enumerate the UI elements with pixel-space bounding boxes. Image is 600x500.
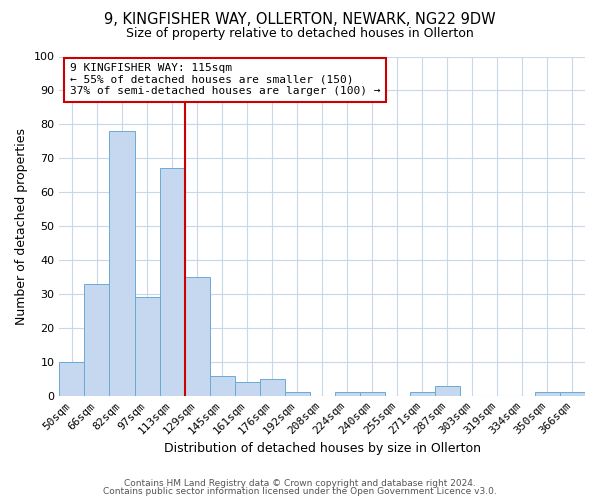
Text: Contains public sector information licensed under the Open Government Licence v3: Contains public sector information licen… — [103, 487, 497, 496]
Text: 9 KINGFISHER WAY: 115sqm
← 55% of detached houses are smaller (150)
37% of semi-: 9 KINGFISHER WAY: 115sqm ← 55% of detach… — [70, 64, 380, 96]
Bar — [134, 298, 160, 396]
Bar — [435, 386, 460, 396]
Bar — [535, 392, 560, 396]
Bar — [209, 376, 235, 396]
Bar — [335, 392, 360, 396]
Bar — [260, 379, 284, 396]
Text: Size of property relative to detached houses in Ollerton: Size of property relative to detached ho… — [126, 28, 474, 40]
Bar — [560, 392, 585, 396]
Bar — [360, 392, 385, 396]
Text: 9, KINGFISHER WAY, OLLERTON, NEWARK, NG22 9DW: 9, KINGFISHER WAY, OLLERTON, NEWARK, NG2… — [104, 12, 496, 28]
Bar — [109, 131, 134, 396]
Bar — [59, 362, 85, 396]
Y-axis label: Number of detached properties: Number of detached properties — [15, 128, 28, 324]
Bar — [410, 392, 435, 396]
Bar — [85, 284, 109, 396]
Bar — [185, 277, 209, 396]
Bar — [235, 382, 260, 396]
Bar — [284, 392, 310, 396]
Text: Contains HM Land Registry data © Crown copyright and database right 2024.: Contains HM Land Registry data © Crown c… — [124, 478, 476, 488]
Bar — [160, 168, 185, 396]
X-axis label: Distribution of detached houses by size in Ollerton: Distribution of detached houses by size … — [164, 442, 481, 455]
